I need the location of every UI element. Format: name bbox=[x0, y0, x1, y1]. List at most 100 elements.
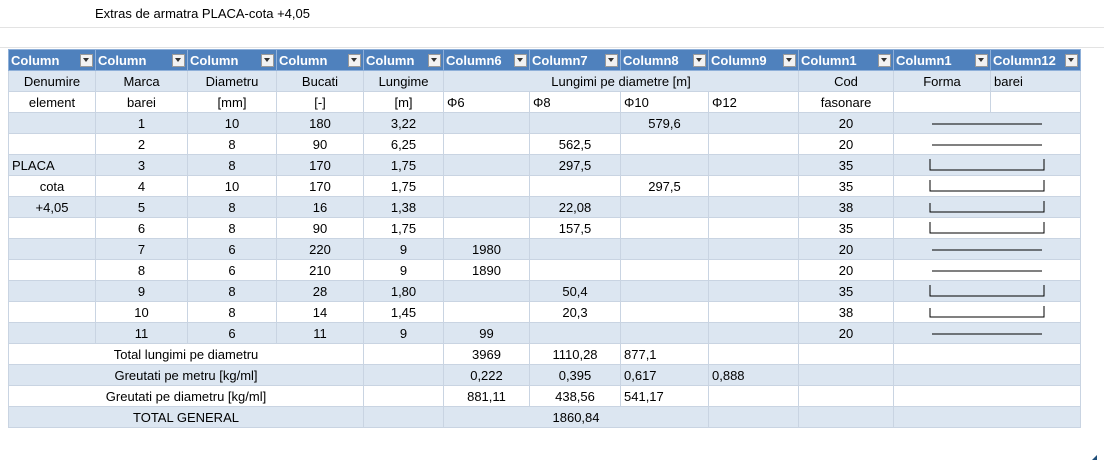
cell-barei-unit[interactable]: barei bbox=[95, 91, 188, 113]
cell-bucati[interactable]: 90 bbox=[276, 133, 364, 155]
cell-empty[interactable] bbox=[893, 385, 1081, 407]
cell-phi12[interactable] bbox=[708, 217, 799, 239]
cell-marca[interactable]: 1 bbox=[95, 112, 188, 134]
cell-bucati[interactable]: 210 bbox=[276, 259, 364, 281]
cell-empty[interactable] bbox=[798, 406, 894, 428]
cell-lungime[interactable]: 3,22 bbox=[363, 112, 444, 134]
cell-phi10[interactable] bbox=[620, 196, 709, 218]
cell-diametru[interactable]: 8 bbox=[187, 133, 277, 155]
cell-diametru[interactable]: 8 bbox=[187, 196, 277, 218]
cell-cod[interactable]: 35 bbox=[798, 154, 894, 176]
cell-lungime[interactable]: 9 bbox=[363, 238, 444, 260]
cell-forma-barei[interactable] bbox=[893, 196, 1081, 218]
cell-marca[interactable]: 4 bbox=[95, 175, 188, 197]
cell-phi12[interactable] bbox=[708, 196, 799, 218]
cell-denumire[interactable] bbox=[8, 322, 96, 344]
cell-diametru[interactable]: 8 bbox=[187, 280, 277, 302]
cell-phi8[interactable] bbox=[529, 259, 621, 281]
cell-lungime[interactable]: Lungime bbox=[363, 70, 444, 92]
cell-diametru[interactable]: 6 bbox=[187, 259, 277, 281]
cell-bucati[interactable]: 180 bbox=[276, 112, 364, 134]
cell-mm[interactable]: [mm] bbox=[187, 91, 277, 113]
cell-empty[interactable] bbox=[708, 406, 799, 428]
cell-forma-barei[interactable] bbox=[893, 238, 1081, 260]
cell-marca[interactable]: 10 bbox=[95, 301, 188, 323]
cell-phi10[interactable] bbox=[620, 301, 709, 323]
cell-forma-barei[interactable] bbox=[893, 112, 1081, 134]
total-phi6[interactable]: 3969 bbox=[443, 343, 530, 365]
cell-diametru[interactable]: 10 bbox=[187, 175, 277, 197]
cell-phi10[interactable] bbox=[620, 280, 709, 302]
cell-diametru[interactable]: 6 bbox=[187, 238, 277, 260]
cell-marca[interactable]: 11 bbox=[95, 322, 188, 344]
cell-marca[interactable]: 2 bbox=[95, 133, 188, 155]
cell-cod[interactable]: 38 bbox=[798, 301, 894, 323]
total-phi8[interactable]: 438,56 bbox=[529, 385, 621, 407]
cell-denumire[interactable]: PLACA bbox=[8, 154, 96, 176]
cell-phi12[interactable] bbox=[708, 238, 799, 260]
column-header[interactable]: Column bbox=[8, 49, 96, 71]
cell-element[interactable]: element bbox=[8, 91, 96, 113]
cell-denumire[interactable] bbox=[8, 112, 96, 134]
cell-lungime[interactable]: 6,25 bbox=[363, 133, 444, 155]
cell-empty[interactable] bbox=[893, 91, 991, 113]
cell-bucati[interactable]: 170 bbox=[276, 154, 364, 176]
filter-dropdown-icon[interactable] bbox=[693, 53, 706, 67]
cell-empty[interactable] bbox=[363, 343, 444, 365]
cell-phi12[interactable]: Φ12 bbox=[708, 91, 799, 113]
filter-dropdown-icon[interactable] bbox=[261, 53, 274, 67]
total-phi6[interactable]: 881,11 bbox=[443, 385, 530, 407]
cell-cod[interactable]: 20 bbox=[798, 112, 894, 134]
total-general-label[interactable]: TOTAL GENERAL bbox=[8, 406, 364, 428]
cell-denumire[interactable] bbox=[8, 133, 96, 155]
cell-marca[interactable]: 8 bbox=[95, 259, 188, 281]
filter-dropdown-icon[interactable] bbox=[348, 53, 361, 67]
cell-denumire[interactable] bbox=[8, 238, 96, 260]
cell-phi6[interactable] bbox=[443, 154, 530, 176]
cell-lungimi-pe-diametre[interactable]: Lungimi pe diametre [m] bbox=[443, 70, 799, 92]
filter-dropdown-icon[interactable] bbox=[783, 53, 796, 67]
total-general-value[interactable]: 1860,84 bbox=[443, 406, 709, 428]
cell-phi8[interactable] bbox=[529, 238, 621, 260]
cell-empty[interactable] bbox=[893, 343, 1081, 365]
cell-denumire[interactable]: +4,05 bbox=[8, 196, 96, 218]
cell-cod[interactable]: 20 bbox=[798, 259, 894, 281]
cell-bucati[interactable]: 16 bbox=[276, 196, 364, 218]
cell-lungime[interactable]: 9 bbox=[363, 259, 444, 281]
cell-phi10[interactable] bbox=[620, 133, 709, 155]
cell-cod[interactable]: 20 bbox=[798, 322, 894, 344]
cell-diametru[interactable]: 10 bbox=[187, 112, 277, 134]
column-header[interactable]: Column8 bbox=[620, 49, 709, 71]
cell-empty[interactable] bbox=[363, 364, 444, 386]
cell-marca[interactable]: Marca bbox=[95, 70, 188, 92]
cell-phi6[interactable]: 1890 bbox=[443, 259, 530, 281]
cell-lungime[interactable]: 1,38 bbox=[363, 196, 444, 218]
cell-denumire[interactable] bbox=[8, 280, 96, 302]
cell-cod[interactable]: 38 bbox=[798, 196, 894, 218]
filter-dropdown-icon[interactable] bbox=[514, 53, 527, 67]
cell-phi6[interactable] bbox=[443, 301, 530, 323]
cell-lungime[interactable]: 1,75 bbox=[363, 175, 444, 197]
cell-denumire[interactable] bbox=[8, 259, 96, 281]
cell-bucati[interactable]: 90 bbox=[276, 217, 364, 239]
cell-phi10[interactable] bbox=[620, 322, 709, 344]
cell-m[interactable]: [m] bbox=[363, 91, 444, 113]
filter-dropdown-icon[interactable] bbox=[975, 53, 988, 67]
filter-dropdown-icon[interactable] bbox=[878, 53, 891, 67]
cell-phi12[interactable] bbox=[708, 154, 799, 176]
cell-phi12[interactable] bbox=[708, 280, 799, 302]
filter-dropdown-icon[interactable] bbox=[172, 53, 185, 67]
cell-phi10[interactable] bbox=[620, 259, 709, 281]
cell-denumire[interactable] bbox=[8, 301, 96, 323]
cell-cod[interactable]: 35 bbox=[798, 175, 894, 197]
cell-forma-barei[interactable] bbox=[893, 259, 1081, 281]
cell-phi12[interactable] bbox=[708, 112, 799, 134]
cell-phi12[interactable] bbox=[708, 301, 799, 323]
cell-phi6[interactable] bbox=[443, 217, 530, 239]
column-header[interactable]: Column1 bbox=[798, 49, 894, 71]
total-phi10[interactable]: 541,17 bbox=[620, 385, 709, 407]
filter-dropdown-icon[interactable] bbox=[605, 53, 618, 67]
column-header[interactable]: Column7 bbox=[529, 49, 621, 71]
cell-diametru[interactable]: Diametru bbox=[187, 70, 277, 92]
sheet-title[interactable]: Extras de armatra PLACA-cota +4,05 bbox=[95, 6, 310, 21]
